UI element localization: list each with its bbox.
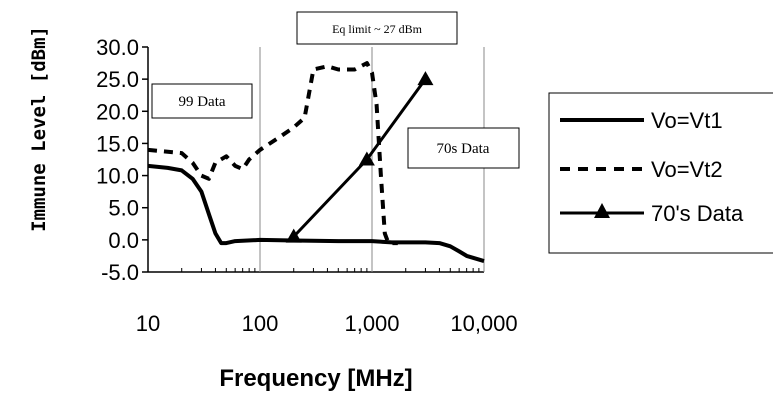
eq-limit-label: Eq limit ~ 27 dBm: [332, 22, 422, 36]
series-line-0: [147, 163, 485, 264]
y-tick-label: -5.0: [101, 260, 139, 285]
series-line-2: [292, 78, 427, 238]
x-minor-ticks: [181, 268, 480, 272]
y-tick-label: 0.0: [108, 228, 139, 253]
legend-label-70s: 70's Data: [651, 201, 744, 226]
series-point-2: [417, 71, 434, 86]
x-tick-label: 100: [242, 311, 279, 336]
series-point-2: [285, 228, 302, 243]
y-axis-label: Immune Level [dBm]: [28, 26, 50, 232]
y-tick-label: 10.0: [96, 164, 139, 189]
series-line-1: [147, 61, 398, 246]
data-99-label: 99 Data: [178, 94, 225, 110]
y-tick-label: 30.0: [96, 35, 139, 60]
y-tick-label: 25.0: [96, 67, 139, 92]
x-tick-label: 10,000: [450, 311, 517, 336]
x-ticks: 10 100 1,000 10,000: [136, 311, 518, 336]
y-tick-label: 15.0: [96, 131, 139, 156]
series-point-2: [358, 151, 375, 166]
data-70s-label: 70s Data: [437, 141, 490, 157]
x-tick-label: 10: [136, 311, 160, 336]
x-tick-label: 1,000: [344, 311, 399, 336]
series-layer: [147, 61, 485, 264]
legend: Vo=Vt1 Vo=Vt2 70's Data: [548, 92, 773, 254]
x-axis-label: Frequency [MHz]: [219, 365, 412, 392]
data-70s-box: [407, 127, 520, 169]
legend-label-vt2: Vo=Vt2: [651, 157, 723, 182]
eq-limit-box: [296, 11, 458, 45]
y-ticks: -5.0 0.0 5.0 10.0 15.0 20.0 25.0 30.0: [96, 35, 148, 285]
y-tick-label: 20.0: [96, 99, 139, 124]
legend-marker-70s: [594, 203, 610, 218]
data-99-box: [151, 83, 253, 119]
y-tick-label: 5.0: [108, 196, 139, 221]
legend-label-vt1: Vo=Vt1: [651, 108, 723, 133]
